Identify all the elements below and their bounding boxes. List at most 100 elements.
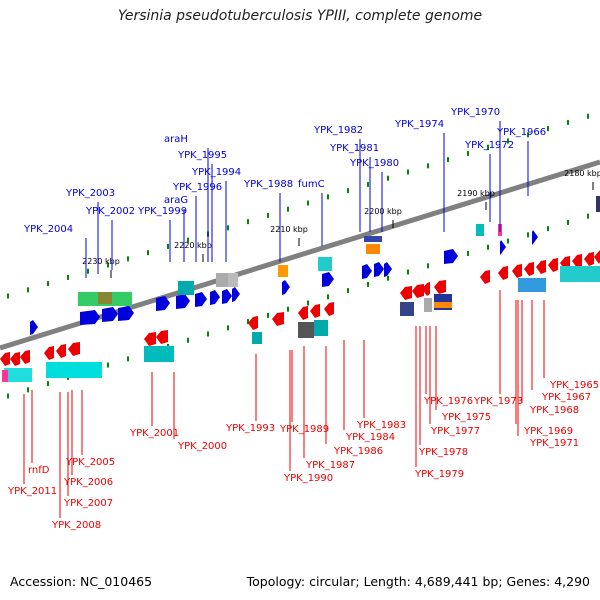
reverse-gene-label: YPK_1968	[529, 405, 579, 416]
reverse-gene-arrow	[412, 284, 424, 298]
lower-tick-mark	[387, 275, 389, 281]
upper-tick-mark	[87, 268, 89, 274]
reverse-gene-label: YPK_1969	[523, 426, 573, 437]
lower-tick-mark	[307, 300, 309, 306]
reverse-gene-label: YPK_1975	[441, 412, 491, 423]
lower-tick-mark	[127, 356, 129, 362]
upper-tick-mark	[167, 243, 169, 249]
forward-gene-arrow	[322, 272, 334, 287]
upper-tick-mark	[307, 200, 309, 206]
lower-tick-mark	[27, 387, 29, 393]
forward-gene-label: YPK_1974	[394, 119, 444, 130]
lower-tick-mark	[327, 294, 329, 300]
lower-tick-mark	[407, 269, 409, 275]
lower-tick-mark	[7, 393, 9, 399]
forward-gene-label: YPK_1970	[450, 107, 500, 118]
lower-tick-mark	[107, 362, 109, 368]
upper-tick-mark	[327, 194, 329, 200]
reverse-gene-label: YPK_1993	[225, 423, 275, 434]
lower-tick-mark	[467, 250, 469, 256]
feature-block	[4, 368, 32, 382]
reverse-gene-label: YPK_2011	[7, 486, 57, 497]
lower-tick-mark	[367, 281, 369, 287]
upper-tick-mark	[7, 293, 9, 299]
tick-label: 2220 kbp	[174, 241, 212, 250]
reverse-gene-arrow	[10, 352, 20, 366]
reverse-gene-arrow	[324, 302, 334, 316]
upper-tick-mark	[107, 262, 109, 268]
feature-block	[364, 236, 382, 242]
upper-tick-mark	[187, 237, 189, 243]
reverse-gene-arrow	[572, 254, 582, 268]
forward-gene-arrow	[195, 292, 207, 307]
feature-block	[298, 322, 314, 338]
tick-label: 2230 kbp	[82, 257, 120, 266]
forward-gene-arrow	[444, 249, 458, 264]
reverse-gene-arrow	[56, 344, 66, 358]
feature-block	[2, 370, 8, 382]
feature-block	[424, 298, 432, 312]
feature-block	[476, 224, 484, 236]
lower-tick-mark	[247, 319, 249, 325]
reverse-gene-label: YPK_2001	[129, 428, 179, 439]
forward-gene-label: YPK_1996	[172, 182, 222, 193]
forward-gene-arrow	[210, 290, 220, 305]
reverse-gene-arrow	[310, 304, 320, 318]
reverse-gene-arrow	[512, 264, 522, 278]
upper-tick-mark	[387, 175, 389, 181]
reverse-gene-label: YPK_1986	[333, 446, 383, 457]
reverse-gene-arrow	[422, 282, 430, 296]
forward-gene-label: YPK_2003	[65, 188, 115, 199]
reverse-gene-arrow	[480, 270, 490, 284]
genome-summary-text: Topology: circular; Length: 4,689,441 bp…	[246, 574, 590, 589]
forward-gene-label: YPK_1988	[243, 179, 293, 190]
reverse-gene-label: YPK_2005	[65, 457, 115, 468]
upper-tick-mark	[147, 250, 149, 256]
reverse-gene-label: YPK_1977	[430, 426, 480, 437]
upper-tick-mark	[347, 188, 349, 194]
reverse-gene-arrow	[400, 286, 412, 300]
forward-gene-arrow	[282, 280, 290, 295]
reverse-gene-arrow	[298, 306, 308, 320]
feature-block	[314, 320, 328, 336]
reverse-gene-label: YPK_1976	[423, 396, 473, 407]
reverse-gene-arrow	[20, 350, 30, 364]
forward-gene-arrow	[362, 264, 372, 279]
tick-label: 2210 kbp	[270, 225, 308, 234]
feature-block	[318, 257, 332, 271]
lower-tick-mark	[487, 244, 489, 250]
forward-gene-arrow	[384, 262, 392, 277]
reverse-gene-label: YPK_2000	[177, 441, 227, 452]
lower-tick-mark	[267, 312, 269, 318]
reverse-gene-label: rnfD	[28, 465, 50, 476]
forward-gene-label: YPK_1999	[137, 206, 187, 217]
upper-tick-mark	[247, 219, 249, 225]
feature-block	[178, 281, 194, 295]
upper-tick-mark	[527, 132, 529, 138]
upper-tick-mark	[127, 256, 129, 262]
forward-gene-arrow	[176, 294, 190, 309]
upper-tick-mark	[447, 157, 449, 163]
reverse-gene-label: YPK_1984	[345, 432, 395, 443]
lower-tick-mark	[587, 213, 589, 219]
forward-gene-arrow	[222, 289, 232, 304]
upper-tick-mark	[227, 225, 229, 231]
lower-tick-mark	[287, 306, 289, 312]
upper-tick-mark	[507, 138, 509, 144]
forward-gene-label: YPK_2004	[23, 224, 73, 235]
feature-block	[560, 266, 600, 282]
feature-block	[228, 273, 238, 287]
reverse-gene-arrow	[248, 316, 258, 330]
lower-tick-mark	[527, 232, 529, 238]
forward-gene-label: YPK_1995	[177, 150, 227, 161]
reverse-gene-arrow	[272, 312, 284, 326]
upper-tick-mark	[67, 274, 69, 280]
forward-gene-arrow	[156, 296, 170, 311]
accession-text: Accession: NC_010465	[10, 574, 153, 589]
reverse-gene-arrow	[156, 330, 168, 344]
reverse-gene-label: YPK_1973	[473, 396, 523, 407]
upper-tick-mark	[47, 281, 49, 287]
forward-gene-label: YPK_1972	[464, 140, 514, 151]
forward-gene-arrow	[102, 307, 118, 322]
